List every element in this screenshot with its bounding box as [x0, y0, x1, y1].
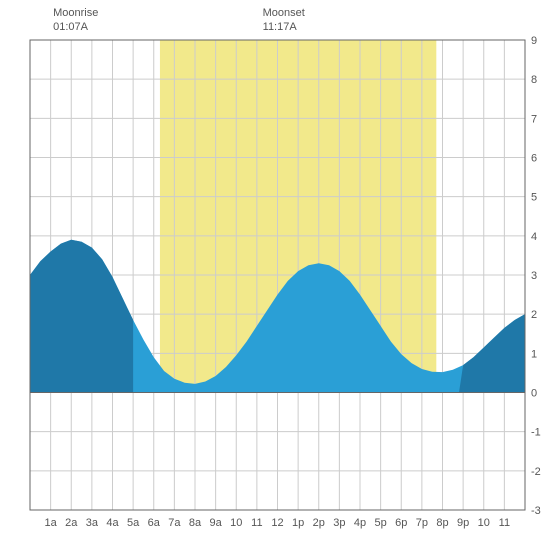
x-tick-label: 7a — [168, 517, 181, 529]
y-tick-label: 8 — [531, 74, 537, 86]
x-tick-label: 8a — [189, 517, 202, 529]
x-tick-label: 2a — [65, 517, 78, 529]
x-tick-label: 6p — [395, 517, 407, 529]
y-tick-label: 9 — [531, 35, 537, 47]
y-tick-label: 7 — [531, 113, 537, 125]
x-tick-label: 6a — [148, 517, 161, 529]
x-tick-label: 5a — [127, 517, 140, 529]
x-tick-label: 7p — [416, 517, 428, 529]
moonrise-time: 01:07A — [53, 20, 98, 34]
y-tick-label: -1 — [531, 427, 541, 439]
x-tick-label: 9a — [210, 517, 223, 529]
x-tick-label: 12 — [271, 517, 283, 529]
x-tick-label: 3a — [86, 517, 99, 529]
x-tick-label: 11 — [499, 517, 510, 529]
moonrise-title: Moonrise — [53, 6, 98, 20]
moonset-time: 11:17A — [263, 20, 305, 34]
x-tick-label: 11 — [251, 517, 262, 529]
y-tick-label: 0 — [531, 388, 537, 400]
y-tick-label: -3 — [531, 505, 541, 517]
x-tick-label: 5p — [375, 517, 387, 529]
x-tick-label: 10 — [230, 517, 242, 529]
x-tick-label: 1p — [292, 517, 304, 529]
chart-svg: -3-2-101234567891a2a3a4a5a6a7a8a9a101112… — [0, 0, 550, 550]
y-tick-label: 6 — [531, 153, 537, 165]
y-tick-label: 2 — [531, 309, 537, 321]
x-tick-label: 8p — [436, 517, 448, 529]
moonset-title: Moonset — [263, 6, 305, 20]
moonset-label: Moonset 11:17A — [263, 6, 305, 35]
x-tick-label: 2p — [313, 517, 325, 529]
x-tick-label: 4a — [106, 517, 119, 529]
y-tick-label: 1 — [531, 348, 537, 360]
y-tick-label: -2 — [531, 466, 541, 478]
moonrise-label: Moonrise 01:07A — [53, 6, 98, 35]
x-tick-label: 10 — [478, 517, 490, 529]
x-tick-label: 3p — [333, 517, 345, 529]
y-tick-label: 3 — [531, 270, 537, 282]
x-tick-label: 9p — [457, 517, 469, 529]
y-tick-label: 5 — [531, 192, 537, 204]
x-tick-label: 4p — [354, 517, 366, 529]
y-tick-label: 4 — [531, 231, 537, 243]
x-tick-label: 1a — [45, 517, 58, 529]
tide-chart: Moonrise 01:07A Moonset 11:17A -3-2-1012… — [0, 0, 550, 550]
